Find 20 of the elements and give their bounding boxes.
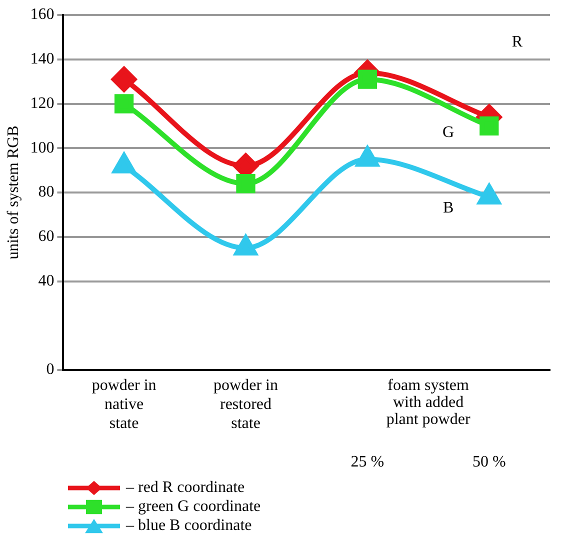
y-tick-label: 140 [30,50,54,68]
y-tick-label: 0 [46,361,54,378]
y-tick-label: 120 [30,94,54,112]
y-tick-label: 40 [38,272,54,290]
text: foam system with added plant powder [386,377,471,428]
x-tick-label: 50 % [472,454,506,471]
x-tick-label: powder in native state [92,376,156,432]
annotation: B [442,199,454,216]
y-tick-label: 80 [38,184,54,201]
legend-label: – green G coordinate [126,497,261,516]
y-tick-label: 160 [30,6,54,24]
y-tick-label: 100 [30,139,54,156]
x-tick-label: powder in restored state [214,376,278,432]
legend-label: – red R coordinate [126,478,245,497]
annotation: R [512,33,523,50]
annotation: G [442,124,455,141]
y-axis-title: units of system RGB [4,126,22,260]
x-tick-label: 25 % [350,454,384,471]
y-tick-label: 60 [38,228,54,246]
legend-label: – blue B coordinate [126,516,252,535]
